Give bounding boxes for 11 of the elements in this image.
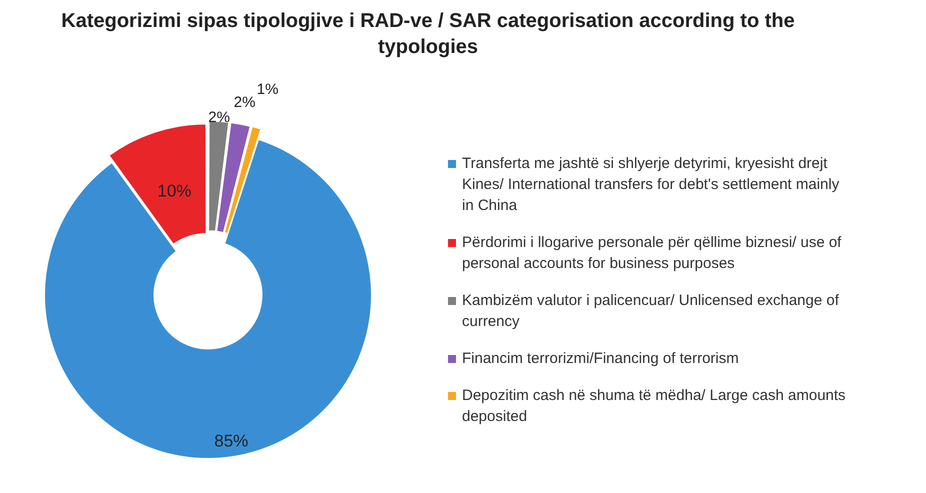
legend-label: Përdorimi i llogarive personale për qëllime biznesi/ use of personal accounts for business purposes (462, 233, 842, 274)
legend-label: Transferta me jashtë si shlyerje detyrimi, kryesisht drejt Kines/ International transfers for debt's settlement mainly in China (462, 154, 840, 216)
legend-label: Depozitim cash në shuma të mëdha/ Large cash amounts deposited (462, 386, 847, 427)
legend-label: Financim terrorizmi/Financing of terrorism (462, 349, 739, 369)
data-label: 85% (214, 432, 248, 451)
data-label: 2% (208, 108, 230, 126)
legend-label: Kambizëm valutor i palicencuar/ Unlicensed exchange of currency (462, 291, 840, 332)
data-label: 10% (157, 181, 192, 200)
data-label: 1% (256, 81, 278, 98)
data-label: 2% (234, 94, 256, 112)
chart-title: Kategorizimi sipas tipologjive i RAD-ve / SAR categorisation according to the typologies (60, 9, 796, 60)
